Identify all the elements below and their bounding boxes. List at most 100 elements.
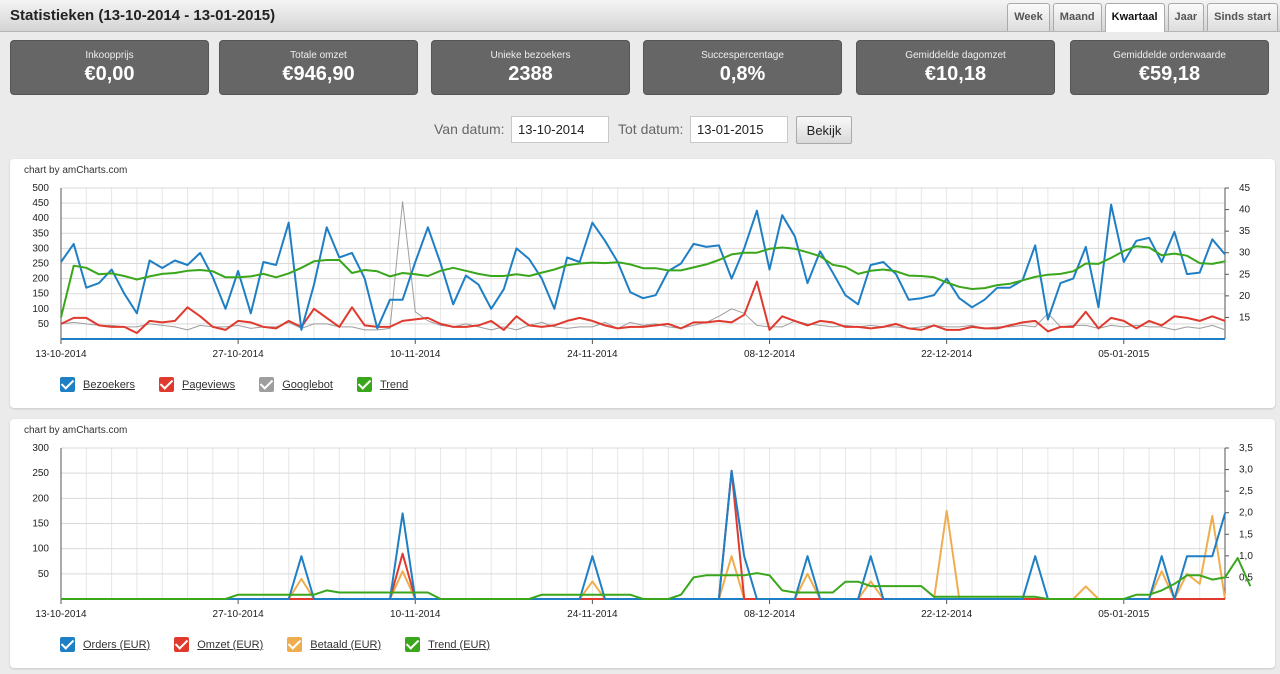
y-right-tick-label: 20: [1239, 291, 1251, 302]
y-left-tick-label: 150: [32, 289, 49, 300]
stat-label: Gemiddelde orderwaarde: [1113, 50, 1226, 61]
y-right-tick-label: 1,0: [1239, 551, 1253, 562]
y-left-tick-label: 200: [32, 493, 49, 504]
y-right-tick-label: 30: [1239, 248, 1251, 259]
stat-value: €10,18: [924, 63, 987, 85]
stat-unieke-bezoekers: Unieke bezoekers 2388: [431, 40, 630, 95]
chart-credit: chart by amCharts.com: [24, 425, 128, 436]
x-tick-label: 27-10-2014: [213, 349, 265, 360]
tab-jaar[interactable]: Jaar: [1167, 3, 1205, 31]
legend-item-betaald[interactable]: Betaald (EUR): [287, 637, 381, 652]
from-date-input[interactable]: [511, 116, 609, 143]
legend-item-omzet[interactable]: Omzet (EUR): [174, 637, 263, 652]
bekijk-button[interactable]: Bekijk: [796, 116, 852, 144]
stat-label: Totale omzet: [290, 50, 347, 61]
x-tick-label: 05-01-2015: [1098, 609, 1150, 620]
y-left-tick-label: 300: [32, 243, 49, 254]
stat-label: Gemiddelde dagomzet: [905, 50, 1006, 61]
orders-chart-panel: chart by amCharts.com 50 100 150 200 250 300 0…: [10, 419, 1275, 668]
stat-value: 0,8%: [719, 63, 766, 85]
y-left-tick-label: 250: [32, 259, 49, 270]
legend-item-pageviews[interactable]: Pageviews: [158, 377, 236, 392]
legend-item-trend-eur[interactable]: Trend (EUR): [405, 637, 490, 652]
checkbox-icon[interactable]: [356, 377, 372, 392]
legend-item-orders[interactable]: Orders (EUR): [60, 637, 150, 652]
stat-gemiddelde-orderwaarde: Gemiddelde orderwaarde €59,18: [1070, 40, 1269, 95]
stat-totale-omzet: Totale omzet €946,90: [219, 40, 418, 95]
y-right-tick-label: 15: [1239, 312, 1251, 323]
y-right-tick-label: 3,5: [1239, 443, 1253, 454]
y-left-tick-label: 450: [32, 198, 49, 209]
chart-legend: Orders (EUR) Omzet (EUR) Betaald (EUR) T…: [60, 637, 514, 652]
x-tick-label: 24-11-2014: [567, 609, 618, 620]
visitors-chart: 50 100 150 200 250 300 350 400 450 500 15 20 25 30 35 4…: [32, 183, 1251, 360]
tab-maand[interactable]: Maand: [1052, 3, 1102, 31]
orders-chart: 501001502002503000,51,01,52,02,53,03,513…: [32, 443, 1253, 620]
visitors-chart-panel: chart by amCharts.com 50 100 150 200 250 300 3…: [10, 159, 1275, 408]
legend-label: Trend: [379, 378, 409, 391]
y-left-tick-label: 100: [32, 304, 49, 315]
x-tick-label: 24-11-2014: [567, 349, 618, 360]
legend-item-bezoekers[interactable]: Bezoekers: [60, 377, 135, 392]
y-left-tick-label: 50: [38, 569, 50, 580]
tab-kwartaal[interactable]: Kwartaal: [1104, 3, 1165, 32]
checkbox-icon[interactable]: [60, 637, 75, 652]
x-tick-label: 10-11-2014: [390, 349, 441, 360]
series-line-bezoekers: [60, 203, 1226, 331]
checkbox-icon[interactable]: [174, 637, 190, 652]
from-date-label: Van datum:: [434, 121, 505, 137]
page-title: Statistieken (13-10-2014 - 13-01-2015): [10, 7, 276, 24]
x-tick-label: 10-11-2014: [390, 609, 441, 620]
y-right-tick-label: 3,0: [1239, 465, 1253, 476]
checkbox-icon[interactable]: [287, 637, 303, 652]
y-right-tick-label: 2,5: [1239, 486, 1253, 497]
x-tick-label: 08-12-2014: [744, 349, 796, 360]
x-tick-label: 05-01-2015: [1098, 349, 1150, 360]
stat-inkoopprijs: Inkoopprijs €0,00: [10, 40, 209, 95]
y-right-tick-label: 40: [1239, 205, 1251, 216]
legend-label: Trend (EUR): [428, 638, 491, 651]
series-line-pageviews: [60, 280, 1226, 334]
y-right-tick-label: 1,5: [1239, 529, 1253, 540]
checkbox-icon[interactable]: [405, 637, 421, 652]
header-bar: Statistieken (13-10-2014 - 13-01-2015) W…: [0, 0, 1280, 32]
y-right-tick-label: 25: [1239, 269, 1251, 280]
y-left-tick-label: 300: [32, 443, 49, 454]
legend-label: Pageviews: [181, 378, 236, 391]
checkbox-icon[interactable]: [60, 377, 75, 392]
x-tick-label: 27-10-2014: [213, 609, 265, 620]
y-left-tick-label: 50: [38, 319, 50, 330]
tab-week[interactable]: Week: [1007, 3, 1050, 31]
y-left-tick-label: 350: [32, 228, 49, 239]
stat-succespercentage: Succespercentage 0,8%: [643, 40, 842, 95]
y-right-tick-label: 35: [1239, 226, 1251, 237]
x-tick-label: 08-12-2014: [744, 609, 796, 620]
series-line-googlebot: [60, 201, 1226, 331]
stat-value: €0,00: [84, 63, 135, 85]
x-tick-label: 13-10-2014: [35, 349, 87, 360]
checkbox-icon[interactable]: [158, 377, 174, 392]
y-right-tick-label: 2,0: [1239, 508, 1253, 519]
series-line-trend: [60, 245, 1226, 318]
legend-label: Betaald (EUR): [310, 638, 382, 651]
checkbox-icon[interactable]: [259, 377, 275, 392]
to-date-label: Tot datum:: [618, 121, 684, 137]
legend-label: Omzet (EUR): [197, 638, 264, 651]
chart-credit: chart by amCharts.com: [24, 165, 128, 176]
stat-label: Succespercentage: [701, 50, 784, 61]
y-left-tick-label: 100: [32, 544, 49, 555]
period-tabs: Week Maand Kwartaal Jaar Sinds start: [1004, 3, 1278, 32]
tab-sinds-start[interactable]: Sinds start: [1207, 3, 1278, 31]
y-left-tick-label: 200: [32, 274, 49, 285]
y-left-tick-label: 400: [32, 213, 49, 224]
stat-label: Unieke bezoekers: [490, 50, 571, 61]
stat-label: Inkoopprijs: [85, 50, 134, 61]
legend-item-trend[interactable]: Trend: [356, 377, 409, 392]
x-tick-label: 22-12-2014: [921, 609, 973, 620]
legend-item-googlebot[interactable]: Googlebot: [259, 377, 333, 392]
date-filter-form: Van datum: Tot datum: Bekijk: [0, 116, 1280, 144]
to-date-input[interactable]: [690, 116, 788, 143]
stat-gemiddelde-dagomzet: Gemiddelde dagomzet €10,18: [856, 40, 1055, 95]
y-right-tick-label: 45: [1239, 183, 1251, 194]
legend-label: Bezoekers: [83, 378, 135, 391]
